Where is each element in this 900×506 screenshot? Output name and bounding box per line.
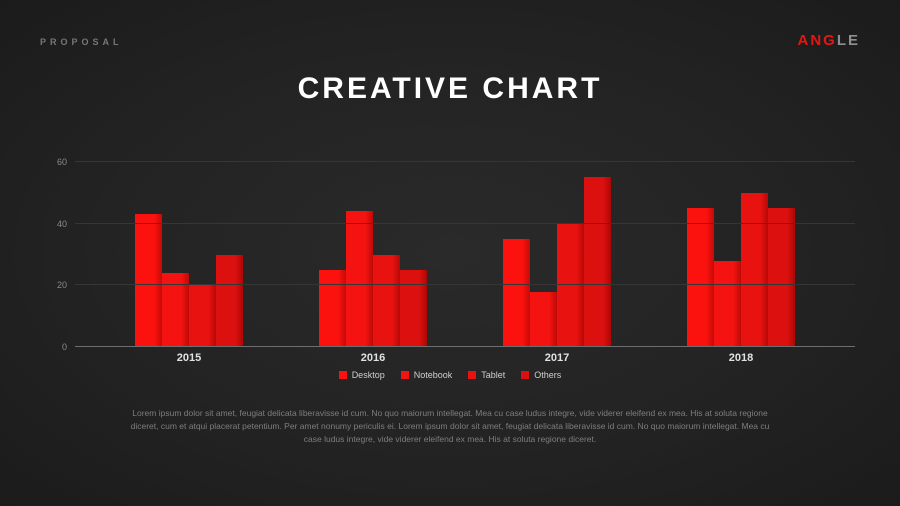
legend-label: Others: [534, 370, 562, 380]
x-axis-label: 2017: [544, 352, 570, 364]
bar-group: [319, 162, 427, 347]
plot-area: [75, 161, 855, 347]
bar: [584, 177, 611, 347]
bar-chart: 0 20 40 60: [45, 157, 855, 352]
x-axis-labels: 2015 2016 2017 2018: [75, 352, 855, 364]
bar: [503, 239, 530, 347]
bar: [714, 260, 741, 347]
bar: [319, 269, 346, 347]
bar-group: [135, 162, 243, 347]
y-tick-label: 20: [56, 280, 67, 291]
gridline: [75, 161, 855, 162]
legend-swatch: [521, 371, 530, 379]
legend-label: Desktop: [351, 370, 385, 380]
legend-label: Notebook: [413, 370, 453, 380]
logo-red-part: ANG: [797, 32, 837, 49]
gridline: [75, 222, 855, 224]
bar-group: [503, 162, 611, 347]
y-tick-label: 60: [56, 157, 67, 167]
page-title: CREATIVE CHART: [297, 72, 603, 105]
footer-paragraph: Lorem ipsum dolor sit amet, feugiat deli…: [130, 408, 770, 444]
bar: [373, 254, 400, 347]
bar: [687, 208, 714, 347]
logo-gray-part: LE: [836, 32, 860, 49]
y-tick-label: 40: [56, 218, 67, 229]
legend-item: Desktop: [338, 370, 385, 380]
bar: [768, 208, 795, 347]
bar: [400, 269, 427, 347]
bar-groups: [75, 162, 855, 347]
legend: Desktop Notebook Tablet Others: [0, 370, 900, 380]
x-axis-label: 2016: [360, 352, 386, 364]
legend-item: Tablet: [468, 370, 505, 380]
legend-item: Others: [521, 370, 561, 380]
logo: ANGLE: [797, 32, 860, 49]
bar: [189, 285, 216, 347]
gridline: [75, 284, 855, 286]
bar: [216, 254, 243, 347]
bar: [346, 211, 373, 347]
legend-swatch: [400, 371, 409, 379]
legend-swatch: [338, 371, 347, 379]
y-tick-label: 0: [61, 342, 67, 352]
legend-item: Notebook: [400, 370, 453, 380]
x-axis-label: 2015: [176, 352, 202, 364]
legend-label: Tablet: [481, 370, 506, 380]
bar: [530, 291, 557, 347]
y-axis-labels: 0 20 40 60: [45, 157, 75, 352]
bar-group: [687, 162, 795, 347]
x-axis-label: 2018: [728, 352, 754, 364]
bar: [741, 192, 768, 347]
proposal-label: PROPOSAL: [40, 37, 123, 47]
legend-swatch: [468, 371, 477, 379]
bar: [135, 214, 162, 347]
axis-baseline: [75, 346, 855, 347]
